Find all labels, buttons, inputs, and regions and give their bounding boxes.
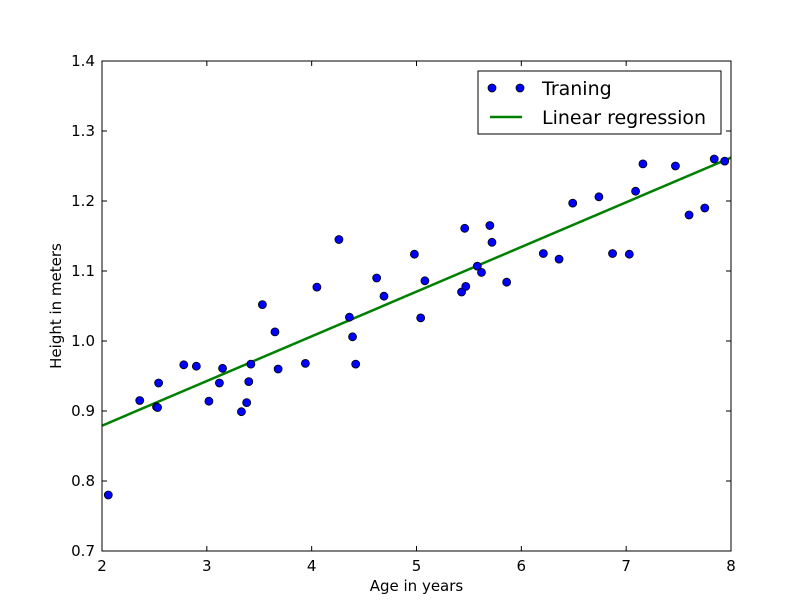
y-tick-label: 0.7	[71, 542, 95, 560]
data-point	[487, 237, 497, 247]
data-point	[273, 364, 283, 374]
data-point	[103, 490, 113, 500]
data-point	[502, 277, 512, 287]
y-tick-label: 1.1	[71, 262, 95, 280]
data-point	[709, 154, 719, 164]
x-tick-label: 3	[202, 557, 212, 575]
x-tick-label: 2	[97, 557, 107, 575]
data-point	[348, 332, 357, 342]
x-tick-label: 4	[307, 557, 317, 575]
data-point	[237, 407, 246, 417]
data-point	[372, 273, 382, 283]
data-point	[191, 361, 201, 371]
data-point	[700, 203, 710, 213]
data-point	[244, 377, 254, 387]
y-tick-label: 1.3	[71, 122, 95, 140]
data-point	[638, 159, 648, 169]
data-point	[671, 161, 680, 171]
legend-box	[477, 70, 722, 135]
data-point	[154, 378, 164, 388]
data-point	[246, 359, 256, 369]
y-tick-label: 1.0	[71, 332, 95, 350]
data-point	[568, 198, 578, 208]
plot-area	[102, 154, 731, 500]
data-point	[420, 276, 430, 286]
data-point	[720, 156, 730, 166]
data-point	[485, 221, 495, 230]
legend-label: Traning	[541, 78, 612, 100]
data-point	[554, 254, 564, 264]
data-point	[624, 249, 634, 259]
legend-label: Linear regression	[542, 107, 706, 129]
x-tick-label: 5	[412, 557, 422, 575]
data-point	[472, 261, 482, 271]
data-point	[594, 192, 604, 202]
y-tick-label: 1.2	[71, 192, 95, 210]
data-point	[179, 360, 189, 370]
x-tick-label: 6	[517, 557, 527, 575]
data-point	[215, 378, 224, 388]
data-point	[631, 186, 640, 196]
data-point	[257, 300, 267, 310]
x-tick-label: 7	[621, 557, 631, 575]
data-point	[204, 396, 214, 406]
data-point	[684, 210, 694, 220]
y-tick-label: 1.4	[71, 52, 95, 70]
y-tick-label: 0.8	[71, 472, 95, 490]
data-point	[334, 235, 344, 244]
data-point	[608, 249, 617, 258]
x-axis-label: Age in years	[370, 577, 464, 595]
data-point	[300, 358, 310, 368]
legend: Traning Linear regression	[477, 70, 722, 135]
axes: 2 3 4 5 6 7 8 0.7 0.8 0.9 1.0 1.1 1.2 1.3 1.4 Age in ye…	[47, 52, 736, 595]
data-point	[416, 313, 426, 323]
data-point	[153, 403, 162, 412]
data-point	[538, 249, 548, 258]
data-point	[477, 267, 486, 277]
regression-line	[102, 156, 731, 427]
data-point	[461, 281, 471, 291]
data-point	[351, 359, 361, 369]
data-point	[135, 396, 145, 405]
data-point	[242, 398, 252, 408]
y-axis-label: Height in meters	[47, 243, 65, 369]
x-tick-label: 8	[726, 557, 736, 575]
data-point	[345, 312, 354, 322]
legend-marker	[515, 83, 525, 93]
data-point	[312, 282, 322, 292]
legend-marker	[487, 83, 497, 93]
y-tick-label: 0.9	[71, 402, 95, 420]
data-point	[409, 249, 419, 259]
plot-clip-group	[102, 154, 731, 500]
data-point	[460, 223, 470, 233]
data-point	[379, 291, 389, 301]
data-point	[218, 363, 227, 373]
data-point	[270, 327, 280, 337]
